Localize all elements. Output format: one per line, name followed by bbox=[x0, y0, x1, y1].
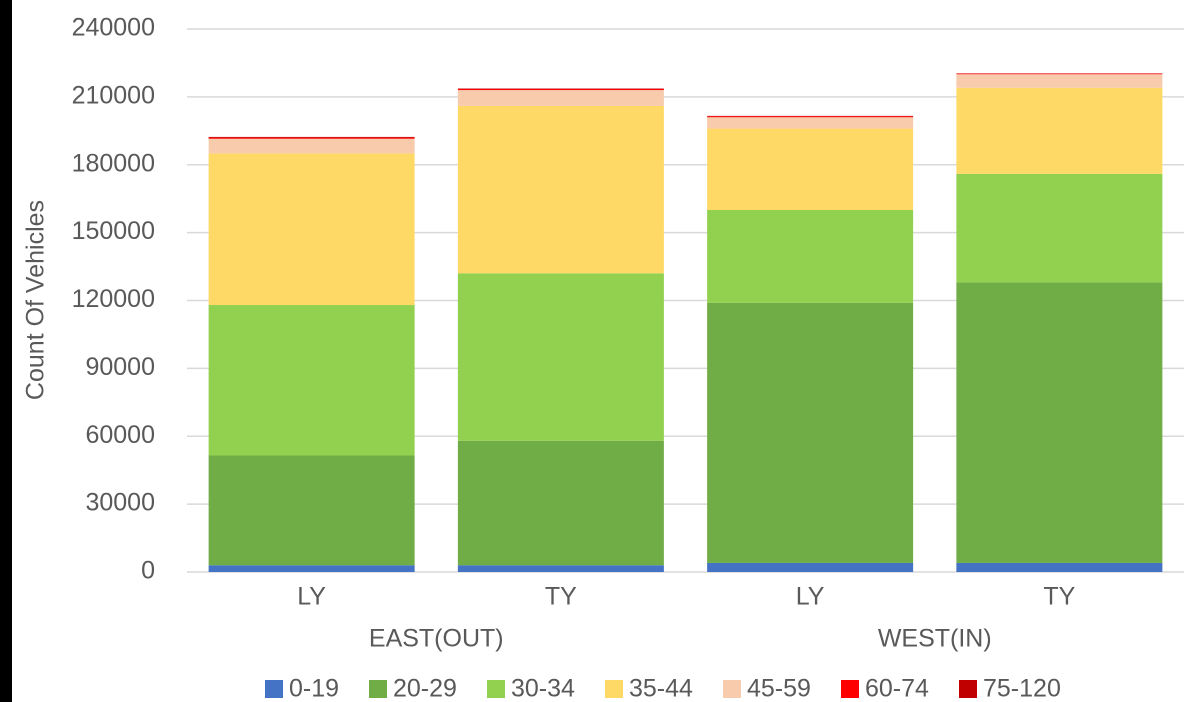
bar-segment bbox=[208, 455, 415, 566]
bar-segment bbox=[956, 73, 1163, 75]
y-tick-label: 60000 bbox=[85, 421, 155, 449]
legend-swatch bbox=[487, 680, 505, 698]
legend-label: 45-59 bbox=[747, 675, 811, 702]
bar-segment bbox=[707, 117, 914, 129]
bar-segment bbox=[457, 90, 664, 106]
bar-segment bbox=[208, 136, 415, 138]
bar-segment bbox=[208, 138, 415, 154]
legend-swatch bbox=[723, 680, 741, 698]
y-tick-label: 150000 bbox=[72, 217, 155, 245]
y-tick-label: 210000 bbox=[72, 81, 155, 109]
legend-swatch bbox=[265, 680, 283, 698]
group-label: WEST(IN) bbox=[878, 625, 992, 653]
legend-swatch bbox=[959, 680, 977, 698]
y-tick-label: 240000 bbox=[72, 14, 155, 42]
bar-segment bbox=[457, 440, 664, 566]
legend-label: 0-19 bbox=[289, 675, 339, 702]
left-border bbox=[0, 0, 12, 702]
x-tick-label: LY bbox=[796, 583, 825, 611]
y-axis-label: Count Of Vehicles bbox=[22, 200, 50, 400]
bar-segment bbox=[707, 210, 914, 303]
bar-segment bbox=[956, 562, 1163, 572]
x-tick-label: TY bbox=[1043, 583, 1075, 611]
y-tick-label: 120000 bbox=[72, 285, 155, 313]
legend-swatch bbox=[841, 680, 859, 698]
legend-swatch bbox=[605, 680, 623, 698]
bar-segment bbox=[956, 282, 1163, 563]
bar-segment bbox=[457, 88, 664, 91]
group-label: EAST(OUT) bbox=[369, 625, 504, 653]
bar-segment bbox=[457, 565, 664, 572]
bar-segment bbox=[956, 173, 1163, 283]
bar-segment bbox=[707, 562, 914, 572]
legend-swatch bbox=[369, 680, 387, 698]
bar-segment bbox=[208, 137, 415, 139]
y-tick-label: 180000 bbox=[72, 149, 155, 177]
y-tick-label: 30000 bbox=[85, 489, 155, 517]
legend-label: 60-74 bbox=[865, 675, 929, 702]
legend-label: 30-34 bbox=[511, 675, 575, 702]
bar-segment bbox=[956, 74, 1163, 88]
legend-label: 20-29 bbox=[393, 675, 457, 702]
bar-segment bbox=[208, 153, 415, 306]
legend-label: 35-44 bbox=[629, 675, 693, 702]
bar-segment bbox=[707, 116, 914, 118]
bar-segment bbox=[457, 273, 664, 441]
bar-segment bbox=[956, 87, 1163, 174]
y-tick-label: 90000 bbox=[85, 353, 155, 381]
bar-segment bbox=[707, 128, 914, 210]
bar-segment bbox=[208, 565, 415, 572]
bar-segment bbox=[208, 305, 415, 456]
legend-label: 75-120 bbox=[983, 675, 1061, 702]
bar-segment bbox=[457, 105, 664, 274]
x-tick-label: LY bbox=[297, 583, 326, 611]
bar-segment bbox=[707, 302, 914, 563]
y-tick-label: 0 bbox=[141, 557, 155, 585]
x-tick-label: TY bbox=[545, 583, 577, 611]
